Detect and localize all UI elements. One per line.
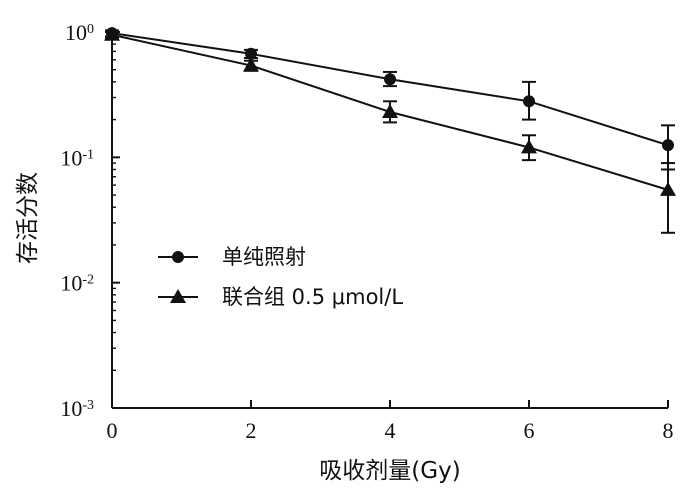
data-point-triangle [660,181,676,196]
series-2 [104,26,676,234]
series-layer [104,26,676,234]
data-point-triangle [521,139,537,154]
data-point-circle [384,73,396,86]
data-point-triangle [104,26,120,41]
y-tick-label: 10-1 [60,145,94,170]
x-tick-label: 4 [385,418,396,443]
data-point-circle [245,47,257,60]
legend: 单纯照射 联合组 0.5 μmol/L [158,245,403,309]
x-tick-label: 8 [663,418,674,443]
data-point-triangle [382,103,398,118]
legend-label-combined-group: 联合组 0.5 μmol/L [222,285,403,309]
y-axis-label: 存活分数 [15,172,41,264]
y-tick-exponent: -3 [82,398,94,413]
series-line-1 [111,32,669,147]
legend-label-irradiation-only: 单纯照射 [222,245,306,269]
x-axis-label: 吸收剂量(Gy) [319,458,460,484]
data-point-circle [523,95,535,108]
y-tick-base: 10 [60,271,82,296]
x-ticks: 0 2 4 6 8 [107,400,674,443]
y-tick-base: 10 [65,20,87,45]
y-tick-exponent: -2 [82,272,94,287]
legend-item-combined-group: 联合组 0.5 μmol/L [158,285,403,309]
y-tick-label: 10-3 [60,396,94,421]
x-tick-label: 6 [524,418,535,443]
x-tick-label: 2 [246,418,257,443]
y-tick-exponent: 0 [87,22,94,37]
y-tick-base: 10 [60,145,82,170]
series-1 [105,27,675,171]
y-tick-label: 10-2 [60,271,94,296]
legend-item-irradiation-only: 单纯照射 [158,245,306,269]
y-tick-base: 10 [60,396,82,421]
y-tick-label: 100 [65,20,94,45]
legend-triangle-marker [170,289,186,303]
x-tick-label: 0 [107,418,118,443]
legend-circle-marker [172,251,184,263]
y-tick-exponent: -1 [82,147,94,162]
data-point-circle [662,139,674,152]
data-point-triangle [243,57,259,72]
axes [111,32,668,409]
